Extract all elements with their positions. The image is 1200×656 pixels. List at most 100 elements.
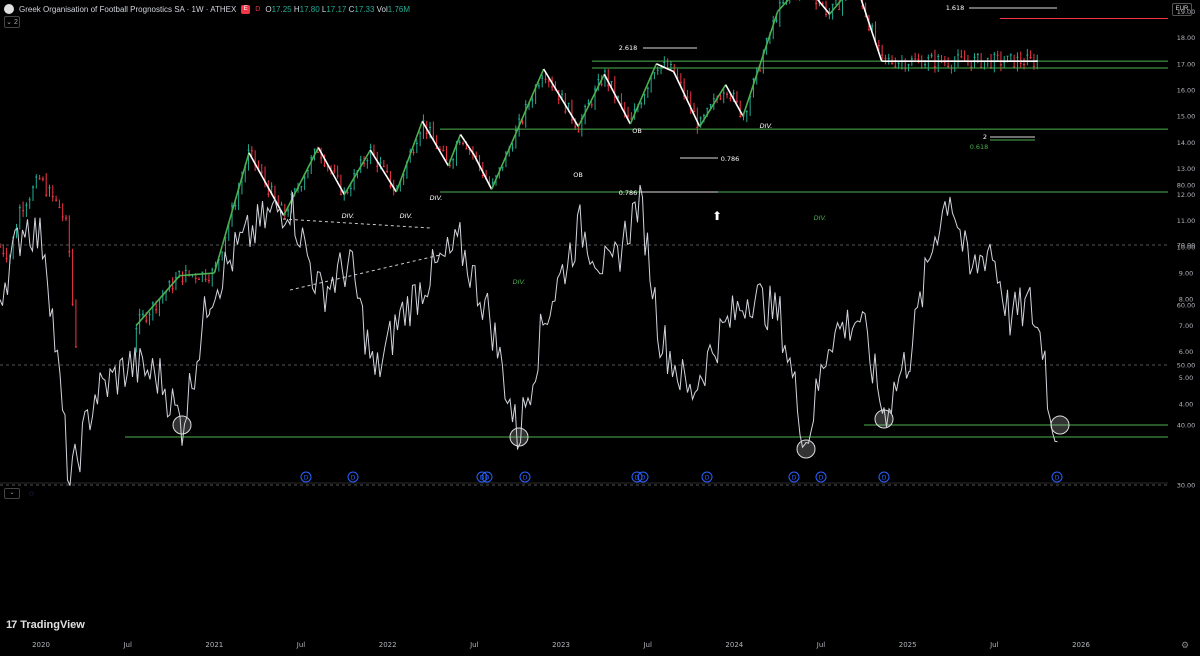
annotation-label: DIV. — [760, 122, 773, 130]
annotation-label: 0.618 — [970, 143, 989, 151]
price-axis: 4.00 5.00 6.00 7.00 8.00 9.00 10.00 11.00 12.00 1… — [1168, 0, 1200, 651]
swing-segment — [459, 133, 476, 156]
rsi-collapse-button[interactable]: ⌄ — [4, 488, 20, 499]
exchange-badge: E — [241, 4, 251, 14]
tradingview-logo[interactable]: 17 TradingView — [6, 619, 85, 631]
annotation-label: OB — [573, 171, 583, 179]
swing-segment — [343, 149, 372, 195]
swing-segment — [860, 0, 883, 62]
time-tick-label: 2022 — [379, 641, 397, 649]
time-tick-label: 2020 — [32, 641, 50, 649]
dividend-marker-label: D — [819, 475, 824, 482]
dividend-marker — [815, 471, 827, 483]
annotation-label: DIV. — [430, 194, 443, 202]
dividend-marker — [300, 471, 312, 483]
annotation-label: DIV. — [814, 214, 827, 222]
swing-segment — [724, 84, 744, 117]
swing-segment — [829, 0, 843, 15]
triangle-upper-line — [282, 218, 431, 229]
time-tick-label: Jul — [122, 641, 132, 649]
swing-segment — [816, 0, 831, 15]
dividend-marker — [631, 471, 643, 483]
swing-segment — [542, 68, 580, 127]
time-tick-label: Jul — [816, 641, 826, 649]
indicator-count: 2 — [13, 18, 18, 26]
annotations: DIV. DIV. DIV. DIV. DIV. DIV. OB OB 0.786 0.786 2.… — [300, 4, 1063, 483]
price-tick-label: 4.00 — [1179, 400, 1193, 408]
rsi-series-line — [0, 184, 1058, 486]
candles — [0, 0, 1039, 353]
rsi-settings-icon[interactable]: ◌ — [29, 489, 34, 498]
dividend-marker-label: D — [485, 475, 490, 482]
annotation-label: DIV. — [342, 212, 355, 220]
rsi-line: 40.00 — [0, 184, 1198, 486]
annotation-label: OB — [632, 127, 642, 135]
rsi-highlight-circle — [509, 427, 529, 447]
dividend-marker-label: D — [792, 475, 797, 482]
time-tick-label: 2021 — [205, 641, 223, 649]
swing-segment — [179, 272, 215, 277]
time-tick-label: 2024 — [725, 641, 743, 649]
price-tick-label: 11.00 — [1177, 217, 1196, 225]
price-tick-label: 16.00 — [1177, 86, 1196, 94]
indicators-toggle-button[interactable]: ⌄ 2 — [4, 16, 20, 28]
price-tick-label: 7.00 — [1179, 322, 1193, 330]
swing-segment — [629, 63, 658, 125]
swing-segment — [672, 71, 701, 127]
swing-segment — [656, 63, 674, 73]
rsi-highlight-circle — [874, 409, 894, 429]
swing-segment — [490, 128, 519, 190]
price-tick-label: 13.00 — [1177, 165, 1196, 173]
rsi-tick-label: 80.00 — [1177, 182, 1196, 190]
price-axis-background — [1168, 0, 1200, 651]
volume-label: Vol — [376, 4, 388, 14]
time-tick-label: 2026 — [1072, 641, 1090, 649]
time-tick-label: 2023 — [552, 641, 570, 649]
dividend-marker — [788, 471, 800, 483]
tradingview-wordmark: TradingView — [20, 619, 85, 631]
swing-lines — [135, 0, 1038, 326]
price-tick-label: 6.00 — [1179, 348, 1193, 356]
low-value: 17.17 — [326, 4, 347, 14]
annotation-label: 0.786 — [619, 189, 638, 197]
price-tick-label: 17.00 — [1177, 60, 1196, 68]
rsi-tick-label: 30.00 — [1177, 482, 1196, 490]
arrow-up-icon: ⬆ — [712, 209, 722, 223]
dividend-marker — [701, 471, 713, 483]
delayed-badge: D — [255, 5, 261, 13]
price-tick-label: 18.00 — [1177, 34, 1196, 42]
swing-segment — [213, 152, 250, 274]
dividend-marker-label: D — [641, 475, 646, 482]
swing-segment — [369, 149, 398, 193]
swing-segment — [577, 73, 606, 127]
dividend-marker-label: D — [304, 475, 309, 482]
dividend-marker — [481, 471, 493, 483]
time-tick-label: Jul — [989, 641, 999, 649]
swing-segment — [135, 275, 181, 326]
swing-segment — [447, 134, 462, 167]
tradingview-mark-icon: 17 — [6, 619, 17, 631]
swing-segment — [421, 120, 450, 167]
symbol-title[interactable]: Greek Organisation of Football Prognosti… — [19, 4, 237, 14]
symbol-logo-icon — [4, 4, 14, 14]
time-tick-label: Jul — [642, 641, 652, 649]
gear-icon[interactable]: ⚙ — [1181, 640, 1190, 650]
price-tick-label: 12.00 — [1177, 191, 1196, 199]
time-tick-label: Jul — [469, 641, 479, 649]
price-tick-label: 14.00 — [1177, 139, 1196, 147]
dividend-marker-label: D — [635, 475, 640, 482]
dividend-marker-label: D — [351, 475, 356, 482]
swing-segment — [248, 152, 285, 216]
high-label: H — [293, 4, 300, 14]
high-value: 17.80 — [299, 4, 320, 14]
swing-segment — [395, 121, 424, 193]
price-tick-label: 8.00 — [1179, 296, 1193, 304]
dividend-marker-label: D — [882, 475, 887, 482]
close-value: 17.33 — [354, 4, 375, 14]
swing-segment — [317, 147, 346, 195]
open-label: O — [265, 4, 272, 14]
dividend-marker — [878, 471, 890, 483]
currency-button[interactable]: EUR — [1172, 3, 1192, 16]
